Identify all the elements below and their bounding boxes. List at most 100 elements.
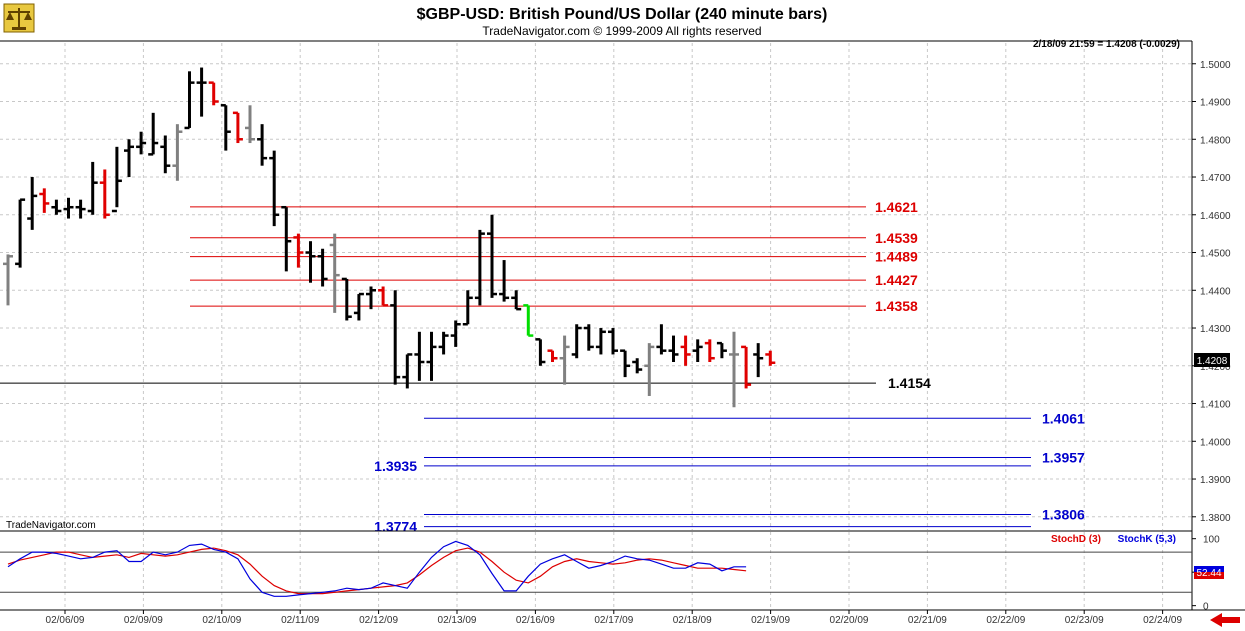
ohlc-bar — [438, 331, 449, 355]
stoch-lines — [7, 540, 747, 597]
ohlc-bar — [51, 199, 62, 215]
ohlc-bar — [305, 241, 316, 283]
y-tick-label: 1.5000 — [1200, 60, 1231, 71]
y-tick-label: 1.4300 — [1200, 324, 1231, 335]
ohlc-bar — [220, 104, 231, 151]
stochd-line — [7, 547, 747, 595]
ohlc-bar — [595, 328, 606, 355]
x-tick-label: 02/17/09 — [594, 615, 633, 626]
ohlc-bar — [281, 205, 292, 272]
ohlc-bar — [39, 188, 50, 213]
y-tick-label: 1.4200 — [1200, 362, 1231, 373]
ohlc-bar — [402, 353, 413, 389]
ohlc-bar — [668, 335, 679, 363]
copyright-text: TradeNavigator.com © 1999-2009 All right… — [482, 24, 761, 38]
price-gridlines — [0, 43, 1192, 530]
x-tick-label: 02/18/09 — [673, 615, 712, 626]
ohlc-bar — [232, 111, 243, 144]
ohlc-bar — [245, 105, 255, 144]
y-tick-label: 1.4700 — [1200, 173, 1231, 184]
resistance-label: 1.4427 — [875, 272, 918, 288]
ohlc-bar — [692, 339, 703, 363]
ohlc-bar — [462, 290, 473, 326]
scales-icon — [3, 3, 35, 33]
ohlc-bar — [426, 331, 437, 381]
y-tick-label: 1.4100 — [1200, 400, 1231, 411]
ohlc-bar — [184, 71, 195, 130]
ohlc-bar — [148, 112, 159, 156]
ohlc-bar — [111, 146, 122, 213]
watermark: TradeNavigator.com — [6, 520, 96, 531]
ohlc-bar — [99, 169, 110, 219]
x-tick-label: 02/12/09 — [359, 615, 398, 626]
resistance-label: 1.4358 — [875, 298, 918, 314]
ohlc-bar — [329, 233, 340, 313]
last-price-tag: 1.4208 — [1194, 353, 1230, 367]
legend-stochd: StochD (3) — [1051, 534, 1101, 545]
ohlc-bar — [124, 139, 134, 178]
x-tick-label: 02/24/09 — [1143, 615, 1182, 626]
ohlc-bar — [317, 248, 328, 287]
x-tick-label: 02/22/09 — [986, 615, 1025, 626]
stoch-tick-label: 0 — [1203, 602, 1209, 613]
ohlc-bar — [547, 349, 558, 363]
last-price-label: 1.4208 — [1197, 356, 1228, 367]
legend-stochk: StochK (5,3) — [1118, 534, 1176, 545]
x-tick-label: 02/10/09 — [202, 615, 241, 626]
last-quote: 2/18/09 21:59 = 1.4208 (-0.0029) — [1033, 39, 1180, 50]
ohlc-bar — [474, 229, 485, 306]
y-tick-label: 1.4800 — [1200, 135, 1231, 146]
ohlc-bar — [487, 214, 497, 298]
ohlc-bar — [741, 345, 752, 389]
ohlc-bar — [608, 328, 618, 355]
x-tick-label: 02/09/09 — [124, 615, 163, 626]
ohlc-bar — [535, 338, 546, 366]
ohlc-bar — [87, 161, 98, 215]
ohlc-bar — [499, 260, 510, 302]
ohlc-bar — [583, 324, 594, 351]
ohlc-bar — [160, 135, 171, 174]
ohlc-bar — [63, 197, 74, 219]
x-tick-label: 02/19/09 — [751, 615, 790, 626]
support-resistance-levels: 1.4621 1.4539 1.4489 1.4427 1.4358 1.4154 1.40… — [0, 199, 1085, 535]
y-tick-label: 1.4900 — [1200, 98, 1231, 109]
support-label: 1.4061 — [1042, 410, 1085, 426]
scroll-right-arrow-icon[interactable] — [1206, 612, 1242, 629]
ohlc-bar — [75, 199, 86, 219]
chart-title: $GBP-USD: British Pound/US Dollar (240 m… — [417, 6, 828, 23]
resistance-label: 1.4539 — [875, 230, 918, 246]
ohlc-bar — [341, 277, 352, 321]
ohlc-bar — [27, 177, 38, 230]
price-bars — [3, 67, 776, 408]
ohlc-bar — [390, 290, 401, 385]
y-tick-label: 1.4500 — [1200, 249, 1231, 260]
ohlc-bar — [753, 343, 764, 378]
ohlc-bar — [765, 350, 776, 366]
ohlc-bar — [136, 131, 147, 155]
ohlc-bar — [378, 286, 389, 307]
support-label: 1.3774 — [374, 519, 417, 535]
y-tick-label: 1.4600 — [1200, 211, 1231, 222]
x-tick-label: 02/16/09 — [516, 615, 555, 626]
ohlc-bar — [257, 124, 268, 166]
y-tick-label: 1.4400 — [1200, 286, 1231, 297]
support-label: 1.3806 — [1042, 507, 1085, 523]
ohlc-bar — [656, 324, 667, 355]
ohlc-bar — [511, 290, 522, 311]
stochastic-panel — [0, 532, 1192, 609]
pivot-label: 1.4154 — [888, 375, 931, 391]
ohlc-bar — [523, 304, 534, 337]
support-label: 1.3935 — [374, 458, 417, 474]
ohlc-bar — [559, 335, 570, 385]
stoch-gridlines — [0, 532, 1192, 609]
ohlc-bar — [704, 339, 715, 363]
ohlc-bar — [269, 150, 280, 227]
ohlc-bar — [293, 233, 304, 268]
ohlc-bar — [729, 331, 739, 408]
x-tick-label: 02/23/09 — [1065, 615, 1104, 626]
ohlc-bar — [680, 335, 691, 366]
y-tick-label: 1.4000 — [1200, 437, 1231, 448]
x-tick-label: 02/20/09 — [830, 615, 869, 626]
